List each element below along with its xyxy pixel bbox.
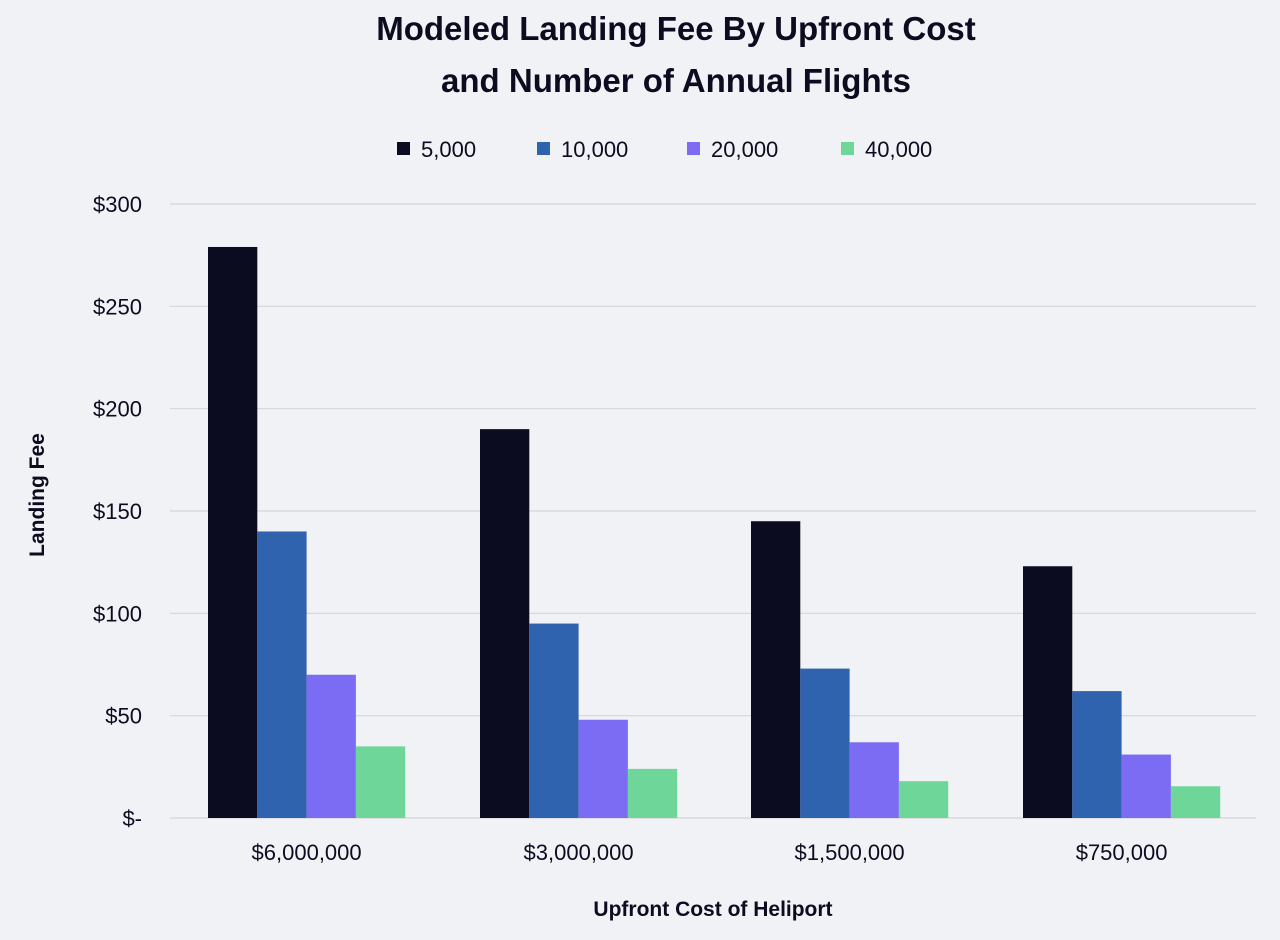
x-tick-label: $1,500,000 bbox=[795, 840, 905, 865]
chart-title-line-1: Modeled Landing Fee By Upfront Cost bbox=[376, 10, 976, 47]
bar-10000-1 bbox=[257, 531, 307, 818]
x-tick-label: $6,000,000 bbox=[252, 840, 362, 865]
legend-swatch bbox=[687, 142, 700, 155]
y-tick-label: $300 bbox=[93, 192, 142, 217]
bar-5000-4 bbox=[1023, 566, 1073, 818]
legend-swatch bbox=[841, 142, 854, 155]
chart-title: Modeled Landing Fee By Upfront Cost and … bbox=[376, 10, 976, 99]
legend-item-20000: 20,000 bbox=[687, 137, 778, 162]
y-tick-label: $150 bbox=[93, 499, 142, 524]
legend-item-5000: 5,000 bbox=[397, 137, 476, 162]
legend: 5,000 10,000 20,000 40,000 bbox=[397, 137, 932, 162]
bar-40000-1 bbox=[355, 746, 406, 818]
legend-swatch bbox=[537, 142, 550, 155]
chart-title-line-2: and Number of Annual Flights bbox=[441, 62, 911, 99]
x-tick-label: $3,000,000 bbox=[524, 840, 634, 865]
legend-item-40000: 40,000 bbox=[841, 137, 932, 162]
x-axis-label: Upfront Cost of Heliport bbox=[593, 898, 832, 921]
bar-40000-2 bbox=[627, 768, 678, 818]
legend-label: 5,000 bbox=[421, 137, 476, 162]
legend-label: 20,000 bbox=[711, 137, 778, 162]
y-tick-label: $50 bbox=[105, 704, 142, 729]
bar-20000-4 bbox=[1121, 754, 1171, 818]
bar-20000-2 bbox=[578, 719, 628, 818]
bar-10000-2 bbox=[529, 623, 579, 818]
bar-20000-1 bbox=[306, 674, 356, 818]
y-tick-label: $- bbox=[122, 806, 142, 831]
x-tick-label: $750,000 bbox=[1076, 840, 1168, 865]
bar-40000-4 bbox=[1170, 786, 1221, 818]
y-tick-label: $250 bbox=[93, 294, 142, 319]
y-tick-label: $100 bbox=[93, 601, 142, 626]
bar-20000-3 bbox=[849, 742, 899, 818]
legend-swatch bbox=[397, 142, 410, 155]
legend-label: 40,000 bbox=[865, 137, 932, 162]
bar-5000-3 bbox=[751, 521, 801, 818]
bar-40000-3 bbox=[898, 781, 949, 818]
bar-5000-2 bbox=[480, 429, 530, 818]
x-axis-ticks: $6,000,000 $3,000,000 $1,500,000 $750,000 bbox=[252, 840, 1168, 865]
bars bbox=[208, 246, 1221, 819]
y-axis-label: Landing Fee bbox=[26, 433, 49, 557]
y-axis-ticks: $- $50 $100 $150 $200 $250 $300 bbox=[93, 192, 142, 831]
legend-item-10000: 10,000 bbox=[537, 137, 628, 162]
y-tick-label: $200 bbox=[93, 397, 142, 422]
legend-label: 10,000 bbox=[561, 137, 628, 162]
bar-5000-1 bbox=[208, 246, 258, 819]
bar-10000-4 bbox=[1072, 691, 1122, 818]
bar-10000-3 bbox=[800, 668, 850, 818]
